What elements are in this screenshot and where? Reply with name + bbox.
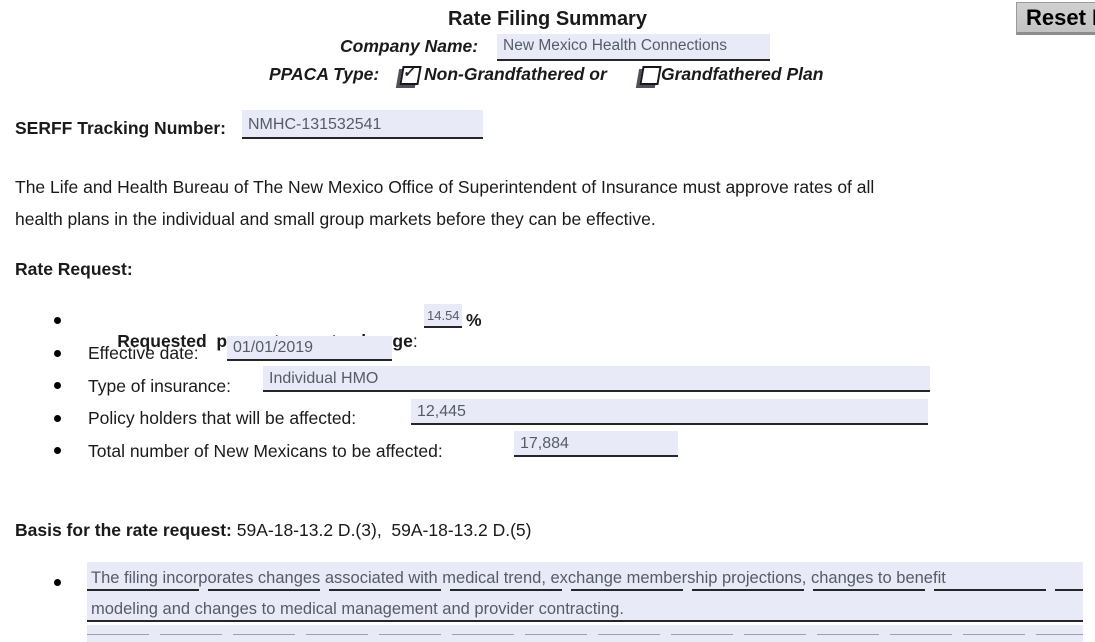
ppaca-type-row: PPACA Type: ✓ Non-Grandfathered or ✓ Gra… bbox=[0, 63, 1095, 89]
policy-holders-value: 12,445 bbox=[417, 403, 466, 420]
effective-date-value: 01/01/2019 bbox=[233, 339, 314, 356]
policy-holders-field[interactable]: 12,445 bbox=[411, 399, 928, 425]
serff-tracking-field[interactable]: NMHC-131532541 bbox=[242, 110, 483, 139]
explanation-text-line2: modeling and changes to medical manageme… bbox=[91, 600, 624, 618]
effective-date-label: Effective date: bbox=[88, 343, 199, 363]
explanation-field-line2[interactable]: modeling and changes to medical manageme… bbox=[87, 591, 1083, 622]
non-grandfathered-label: Non-Grandfathered or bbox=[424, 64, 607, 84]
effective-date-field[interactable]: 01/01/2019 bbox=[227, 336, 392, 361]
company-name-row: Company Name: New Mexico Health Connecti… bbox=[0, 34, 1095, 64]
rate-change-row: Requested percentage rate change: 14.54 … bbox=[0, 303, 1095, 351]
rate-change-value: 14.54 bbox=[427, 308, 460, 323]
explanation-field-line1[interactable]: The filing incorporates changes associat… bbox=[87, 562, 1083, 591]
non-grandfathered-checkbox-icon[interactable]: ✓ bbox=[399, 64, 422, 85]
rate-change-field[interactable]: 14.54 bbox=[424, 304, 462, 328]
bullet-icon bbox=[54, 579, 61, 586]
company-name-field[interactable]: New Mexico Health Connections bbox=[497, 34, 770, 61]
field-underline bbox=[87, 589, 1083, 591]
policy-holders-row: Policy holders that will be affected: 12… bbox=[0, 399, 1095, 429]
company-name-label: Company Name: bbox=[340, 36, 479, 56]
insurance-type-value: Individual HMO bbox=[269, 370, 379, 387]
bullet-icon bbox=[54, 317, 61, 324]
serff-tracking-value: NMHC-131532541 bbox=[248, 116, 382, 133]
serff-row: SERFF Tracking Number: NMHC-131532541 bbox=[0, 110, 1095, 142]
field-underline-faint bbox=[87, 634, 1083, 635]
bullet-icon bbox=[54, 350, 61, 357]
total-affected-label: Total number of New Mexicans to be affec… bbox=[88, 441, 443, 461]
rate-request-heading: Rate Request: bbox=[15, 259, 133, 279]
intro-line-1: The Life and Health Bureau of The New Me… bbox=[15, 177, 875, 197]
page-title: Rate Filing Summary bbox=[448, 8, 647, 30]
total-affected-row: Total number of New Mexicans to be affec… bbox=[0, 431, 1095, 461]
grandfathered-label: Grandfathered Plan bbox=[661, 64, 824, 84]
policy-holders-label: Policy holders that will be affected: bbox=[88, 408, 357, 428]
rate-change-colon: : bbox=[412, 331, 418, 351]
basis-row: Basis for the rate request: 59A-18-13.2 … bbox=[15, 520, 531, 541]
serff-tracking-label: SERFF Tracking Number: bbox=[15, 118, 227, 138]
intro-line-2: health plans in the individual and small… bbox=[15, 208, 656, 229]
basis-label: Basis for the rate request: bbox=[15, 520, 232, 540]
ppaca-type-label: PPACA Type: bbox=[269, 64, 380, 84]
insurance-type-row: Type of insurance: Individual HMO bbox=[0, 366, 1095, 397]
company-name-value: New Mexico Health Connections bbox=[503, 37, 727, 54]
effective-date-row: Effective date: 01/01/2019 bbox=[0, 335, 1095, 365]
basis-value: 59A-18-13.2 D.(3), 59A-18-13.2 D.(5) bbox=[236, 520, 532, 540]
grandfathered-checkbox-icon[interactable]: ✓ bbox=[639, 66, 662, 85]
bullet-icon bbox=[54, 415, 61, 422]
total-affected-value: 17,884 bbox=[520, 435, 569, 452]
percent-sign: % bbox=[466, 310, 482, 330]
bullet-icon bbox=[54, 382, 61, 389]
total-affected-field[interactable]: 17,884 bbox=[514, 431, 678, 457]
explanation-field-line3[interactable] bbox=[87, 625, 1083, 642]
explanation-text-line1: The filing incorporates changes associat… bbox=[91, 569, 946, 587]
intro-paragraph: The Life and Health Bureau of The New Me… bbox=[15, 172, 1045, 235]
insurance-type-field[interactable]: Individual HMO bbox=[263, 366, 930, 392]
reset-form-button[interactable]: Reset Form bbox=[1016, 2, 1095, 35]
insurance-type-label: Type of insurance: bbox=[88, 376, 231, 396]
bullet-icon bbox=[54, 447, 61, 454]
checkmark-icon: ✓ bbox=[402, 64, 418, 81]
